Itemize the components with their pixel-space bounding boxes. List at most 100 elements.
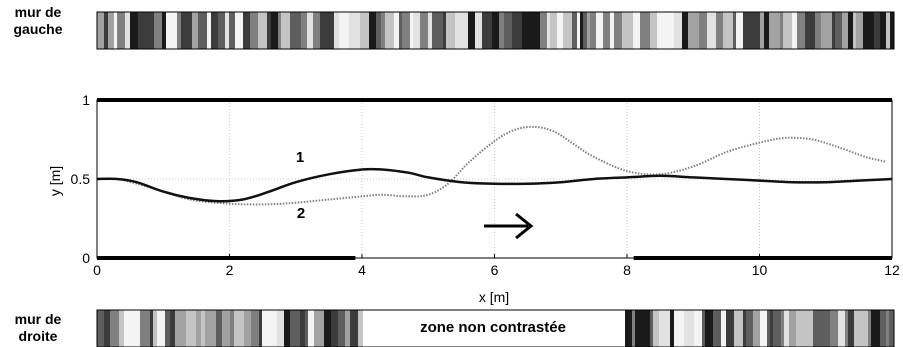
wall-stripe [413, 12, 420, 49]
wall-stripe [140, 310, 150, 347]
wall-stripe [177, 12, 181, 49]
wall-stripe [230, 310, 234, 347]
wall-stripe [268, 310, 277, 347]
wall-stripe [751, 12, 760, 49]
wall-stripe [688, 12, 699, 49]
wall-stripe [108, 12, 114, 49]
wall-stripe [339, 12, 349, 49]
wall-stripe [716, 12, 723, 49]
wall-stripe [492, 12, 499, 49]
y-axis-label: y [m] [47, 166, 63, 196]
wall-stripe [290, 12, 301, 49]
wall-stripe [324, 310, 331, 347]
wall-stripe [863, 12, 874, 49]
x-tick-label: 6 [491, 262, 499, 278]
wall-stripe [770, 310, 773, 347]
wall-stripe [653, 310, 659, 347]
wall-stripe [350, 310, 358, 347]
wall-stripe [657, 12, 667, 49]
wall-stripe [750, 310, 753, 347]
wall-stripe [338, 310, 345, 347]
wall-stripe [130, 12, 138, 49]
wall-stripe [743, 310, 746, 347]
wall-stripe [760, 310, 767, 347]
wall-stripe [670, 310, 674, 347]
wall-stripe [797, 12, 805, 49]
left-wall-label: mur de gauche [13, 4, 63, 37]
wall-stripe [376, 12, 381, 49]
wall-stripe [313, 12, 320, 49]
wall-stripe [777, 310, 781, 347]
wall-stripe [848, 310, 854, 347]
y-tick-label: 0.5 [71, 171, 91, 187]
wall-stripe [880, 310, 886, 347]
right-wall-pattern [96, 309, 895, 347]
wall-stripe [472, 12, 475, 49]
wall-stripe [475, 12, 482, 49]
wall-stripe [603, 12, 610, 49]
wall-stripe [455, 12, 463, 49]
wall-stripe [577, 12, 580, 49]
wall-stripe [222, 310, 230, 347]
wall-stripe [243, 12, 250, 49]
wall-stripe [650, 12, 657, 49]
wall-stripe [117, 12, 125, 49]
wall-stripe [699, 12, 707, 49]
wall-stripe [468, 12, 472, 49]
wall-stripe [512, 12, 522, 49]
wall-stripe [854, 310, 864, 347]
wall-stripe [547, 12, 550, 49]
wall-stripe [557, 12, 563, 49]
wall-stripe [284, 310, 290, 347]
x-tick-label: 12 [884, 262, 900, 278]
wall-stripe [385, 12, 394, 49]
wall-stripe [682, 12, 688, 49]
wall-stripe [614, 12, 622, 49]
grid [97, 100, 892, 258]
wall-stripe [684, 310, 694, 347]
wall-stripe [170, 310, 175, 347]
left-wall-frame [96, 11, 895, 50]
wall-stripe [783, 12, 787, 49]
x-tick-label: 0 [93, 262, 101, 278]
wall-stripe [805, 12, 815, 49]
wall-stripe [369, 12, 376, 49]
wall-stripe [110, 310, 119, 347]
series-1-label: 1 [296, 149, 304, 166]
wall-stripe [360, 12, 369, 49]
wall-stripe [345, 310, 350, 347]
wall-stripe [410, 12, 413, 49]
x-tick-label: 2 [226, 262, 234, 278]
wall-stripe [813, 310, 820, 347]
wall-stripe [572, 12, 577, 49]
wall-stripe [871, 310, 880, 347]
x-tick-label: 4 [358, 262, 366, 278]
wall-stripe [251, 310, 259, 347]
wall-stripe [659, 310, 670, 347]
wall-stripe [114, 12, 117, 49]
x-tick-label: 10 [752, 262, 768, 278]
wall-stripe [853, 12, 856, 49]
wall-stripe [196, 310, 201, 347]
wall-stripe [625, 310, 632, 347]
wall-stripe [216, 310, 222, 347]
wall-stripe [201, 310, 205, 347]
arena-walls [97, 98, 892, 260]
wall-stripe [308, 310, 314, 347]
wall-stripe [198, 12, 207, 49]
wall-stripe [760, 12, 764, 49]
wall-stripe [443, 12, 446, 49]
wall-stripe [702, 310, 705, 347]
wall-stripe [97, 12, 104, 49]
series-2-label: 2 [297, 205, 305, 222]
wall-stripe [874, 12, 880, 49]
wall-stripe [267, 12, 271, 49]
wall-stripe [207, 12, 211, 49]
wall-stripe [165, 310, 170, 347]
wall-stripe [534, 12, 540, 49]
wall-stripe [721, 310, 726, 347]
wall-stripe [769, 12, 780, 49]
wall-stripe [145, 12, 154, 49]
wall-stripe [835, 12, 842, 49]
wall-stripe [281, 12, 290, 49]
